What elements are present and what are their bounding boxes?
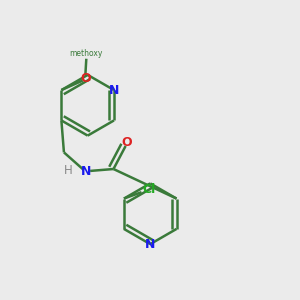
Text: N: N [81,165,92,178]
Text: O: O [80,72,91,86]
Text: H: H [64,164,73,177]
Text: N: N [145,238,155,250]
Text: N: N [109,84,119,97]
Text: O: O [121,136,132,149]
Text: Cl: Cl [142,183,155,196]
Text: methoxy: methoxy [70,49,103,58]
